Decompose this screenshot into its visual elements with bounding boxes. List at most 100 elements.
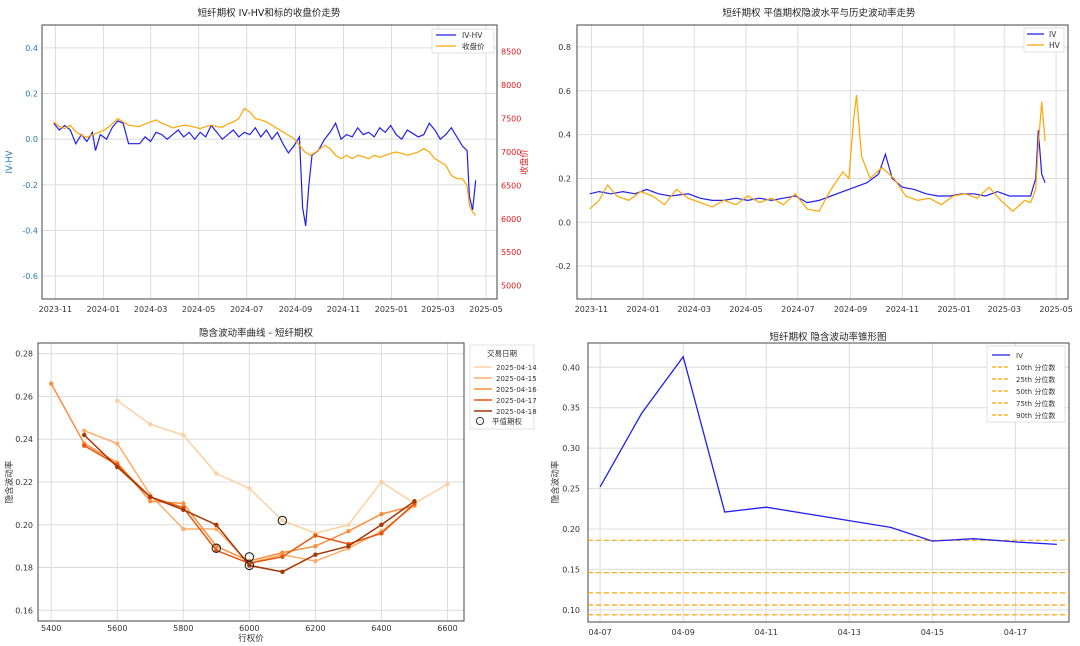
cone-ytick-label: 0.30 bbox=[562, 444, 580, 453]
ivhv-xtick-label: 2025-01 bbox=[375, 305, 408, 314]
level-xtick-label: 2024-03 bbox=[678, 305, 711, 314]
level-xtick-label: 2024-05 bbox=[729, 305, 762, 314]
smile-point bbox=[379, 511, 384, 517]
smile-ytick-label: 0.28 bbox=[15, 350, 33, 359]
smile-xlabel: 行权价 bbox=[238, 633, 264, 644]
level-ytick-label: 0.0 bbox=[558, 218, 571, 227]
ivhv-plot-area bbox=[41, 24, 498, 300]
smile-legend-label: 2025-04-17 bbox=[496, 397, 537, 405]
smile-ylabel: 隐含波动率 bbox=[4, 460, 15, 503]
smile-point bbox=[313, 552, 318, 557]
cone-ytick-label: 0.35 bbox=[562, 404, 580, 413]
smile-ytick-label: 0.22 bbox=[15, 478, 33, 487]
level-ytick-label: 0.2 bbox=[558, 174, 571, 183]
smile-point bbox=[181, 432, 186, 438]
smile-legend-atm-label: 平值期权 bbox=[492, 416, 522, 426]
ivhv-y2label: 收盘价 bbox=[519, 149, 530, 175]
cone-ytick-label: 0.10 bbox=[562, 606, 580, 615]
smile-point bbox=[214, 548, 219, 553]
ivhv-y2tick-label: 8000 bbox=[501, 81, 521, 90]
ivhv-y2tick-label: 7500 bbox=[501, 115, 521, 124]
smile-point bbox=[82, 443, 87, 448]
smile-ytick-label: 0.24 bbox=[15, 435, 33, 444]
smile-legend-label: 2025-04-15 bbox=[496, 375, 537, 383]
level-xtick-label: 2023-11 bbox=[575, 305, 608, 314]
smile-series-line bbox=[50, 383, 415, 562]
cone-title: 短纤期权 隐含波动率锥形图 bbox=[769, 331, 886, 343]
cone-ytick-label: 0.20 bbox=[562, 525, 580, 534]
smile-point bbox=[214, 471, 219, 476]
smile-point bbox=[181, 507, 186, 512]
cone-xtick-label: 04-13 bbox=[838, 628, 861, 637]
smile-point bbox=[214, 543, 219, 549]
smile-point bbox=[247, 563, 252, 568]
smile-point bbox=[82, 432, 87, 438]
cone-ytick-label: 0.15 bbox=[562, 565, 580, 574]
cone-plot-area bbox=[587, 342, 1070, 623]
level-title: 短纤期权 平值期权隐波水平与历史波动率走势 bbox=[722, 7, 916, 19]
ivhv-xtick-label: 2024-09 bbox=[279, 305, 312, 314]
smile-atm-marker bbox=[211, 543, 222, 554]
ivhv-xtick-label: 2025-03 bbox=[421, 305, 454, 314]
ivhv-xtick-label: 2024-05 bbox=[182, 305, 215, 314]
smile-xtick-label: 5800 bbox=[173, 624, 193, 633]
smile-point bbox=[82, 428, 87, 433]
ivhv-y2tick-label: 5500 bbox=[501, 248, 521, 257]
smile-xtick-label: 6400 bbox=[371, 624, 391, 633]
smile-xtick-label: 5600 bbox=[107, 624, 127, 633]
smile-point bbox=[346, 528, 351, 534]
smile-point bbox=[280, 518, 285, 523]
ivhv-ytick-label: 0.0 bbox=[25, 135, 38, 144]
cone-legend-label: 25th 分位数 bbox=[1016, 375, 1055, 384]
smile-point bbox=[313, 533, 318, 538]
ivhv-ytick-label: -0.6 bbox=[22, 272, 38, 281]
smile-ytick-label: 0.18 bbox=[15, 564, 33, 573]
level-xtick-label: 2024-01 bbox=[627, 305, 660, 314]
smile-legend-label: 2025-04-18 bbox=[496, 408, 537, 416]
smile-atm-marker bbox=[244, 560, 255, 571]
ivhv-y2tick-label: 6500 bbox=[501, 181, 521, 190]
smile-point bbox=[313, 543, 318, 549]
smile-point bbox=[280, 569, 285, 575]
smile-xtick-label: 5400 bbox=[41, 624, 61, 633]
smile-point bbox=[214, 526, 219, 532]
ivhv-y2tick-label: 5000 bbox=[501, 282, 521, 291]
smile-legend: 交易日期 2025-04-14 2025-04-15 2025-04-16 2025-… bbox=[469, 344, 537, 430]
smile-point bbox=[313, 558, 318, 564]
ivhv-ytick-label: -0.2 bbox=[22, 181, 38, 190]
ivhv-xtick-label: 2025-05 bbox=[469, 305, 502, 314]
level-ytick-label: 0.8 bbox=[558, 43, 571, 52]
ivhv-xtick-label: 2024-07 bbox=[230, 305, 263, 314]
ivhv-legend-label-1: IV-HV bbox=[462, 31, 483, 40]
chart-panel-ivhv-level: 短纤期权 平值期权隐波水平与历史波动率走势 2023-11 2024-01 2024… bbox=[555, 7, 1072, 314]
cone-xtick-label: 04-07 bbox=[588, 628, 611, 637]
smile-legend-atm-marker bbox=[475, 416, 485, 426]
smile-point bbox=[379, 531, 384, 536]
smile-point bbox=[412, 499, 417, 504]
level-xtick-label: 2025-01 bbox=[937, 305, 970, 314]
hv-series-line bbox=[589, 95, 1046, 213]
level-legend-label-2: HV bbox=[1049, 41, 1061, 50]
ivhv-y2tick-label: 8500 bbox=[501, 48, 521, 57]
ivhv-series-line bbox=[53, 120, 477, 227]
level-legend: IV HV bbox=[1023, 27, 1065, 53]
cone-legend-label: 90th 分位数 bbox=[1016, 411, 1055, 420]
cone-iv-line bbox=[599, 355, 1057, 546]
smile-xtick-label: 6200 bbox=[305, 624, 325, 633]
cone-legend-label: 50th 分位数 bbox=[1016, 387, 1055, 396]
ivhv-legend: IV-HV 收盘价 bbox=[431, 28, 495, 54]
level-ytick-label: -0.2 bbox=[555, 262, 571, 271]
chart-panel-cone: 短纤期权 隐含波动率锥形图 04-07 04-09 04-11 04-13 04-15 0… bbox=[550, 331, 1070, 637]
level-xtick-label: 2025-05 bbox=[1039, 305, 1072, 314]
smile-xtick-label: 6000 bbox=[239, 624, 259, 633]
smile-legend-label: 2025-04-16 bbox=[496, 386, 537, 394]
cone-xtick-label: 04-15 bbox=[921, 628, 944, 637]
smile-point bbox=[214, 522, 219, 527]
cone-ytick-label: 0.25 bbox=[562, 485, 580, 494]
cone-ytick-label: 0.40 bbox=[562, 363, 580, 372]
smile-ytick-label: 0.20 bbox=[15, 521, 33, 530]
smile-point bbox=[181, 526, 186, 532]
smile-point bbox=[115, 441, 120, 446]
smile-title: 隐含波动率曲线 - 短纤期权 bbox=[199, 327, 313, 339]
